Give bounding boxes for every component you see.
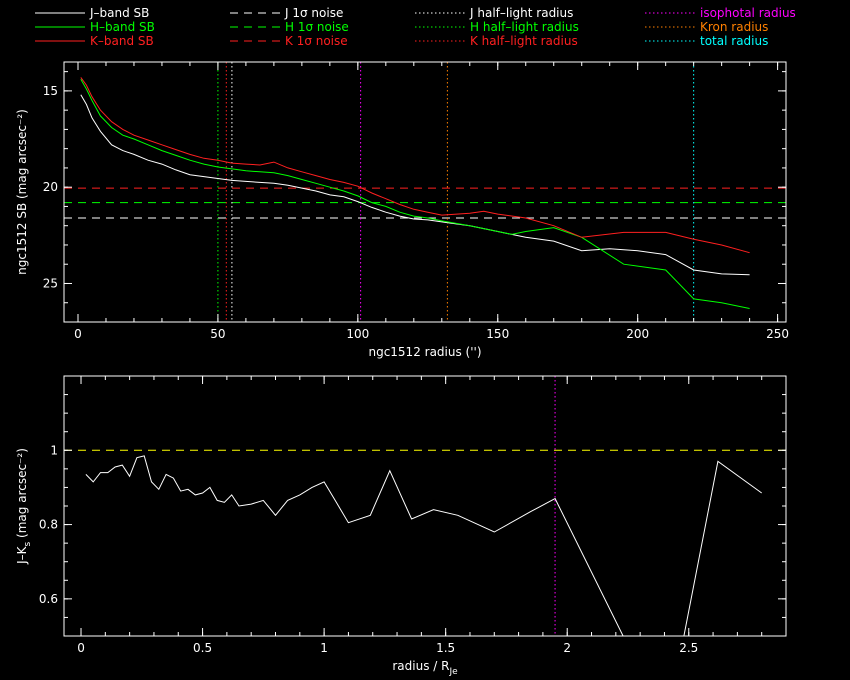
sb-ylabel: ngc1512 SB (mag arcsec⁻²) — [15, 109, 29, 275]
sb-plot-area — [64, 62, 786, 322]
color-profile-panel: 0 0.5 1 1.5 2 2.5 0.6 0.8 1 radius / RJe J–Ks (mag… — [15, 375, 787, 677]
jk-ylabel-suffix: (mag arcsec⁻²) — [15, 448, 29, 542]
legend-label-j-half-light-radius: J half–light radius — [469, 6, 573, 20]
legend-label-kron-radius: Kron radius — [700, 20, 768, 34]
legend-label-j-1-noise: J 1σ noise — [284, 6, 343, 20]
sb-frame — [63, 61, 787, 323]
legend-label-total-radius: total radius — [700, 34, 768, 48]
jk-series-j-k — [85, 455, 762, 636]
sb-series-j-band-sb — [80, 94, 750, 276]
legend-label-h-band-sb: H–band SB — [90, 20, 155, 34]
sb-ytick-label: 20 — [43, 180, 58, 194]
jk-ytick-label: 1 — [50, 443, 58, 457]
jk-xtick-label: 2 — [563, 641, 571, 655]
jk-ylabel-subscript: s — [23, 541, 33, 546]
sb-xtick-label: 0 — [74, 327, 82, 341]
jk-ytick-label: 0.6 — [39, 592, 58, 606]
jk-xtick-label: 1.5 — [436, 641, 455, 655]
jk-xtick-label: 1 — [320, 641, 328, 655]
jk-xlabel: radius / RJe — [392, 659, 458, 677]
jk-ytick-label: 0.8 — [39, 518, 58, 532]
sb-ytick-label: 15 — [43, 84, 58, 98]
sb-xtick-label: 150 — [486, 327, 509, 341]
sb-series-k-band-sb — [80, 77, 750, 254]
surface-brightness-panel: 0 50 100 150 200 250 15 20 25 ngc1512 radius ('')… — [15, 61, 789, 359]
sb-series-h-band-sb — [80, 79, 750, 309]
legend-label-k-1-noise: K 1σ noise — [285, 34, 348, 48]
jk-xtick-label: 0 — [77, 641, 85, 655]
legend-label-j-band-sb: J–band SB — [89, 6, 149, 20]
legend-label-k-band-sb: K–band SB — [90, 34, 154, 48]
jk-xlabel-subscript: Je — [448, 667, 458, 677]
sb-xtick-label: 50 — [210, 327, 225, 341]
jk-xtick-label: 0.5 — [193, 641, 212, 655]
sb-xtick-label: 250 — [766, 327, 789, 341]
sb-ytick-label: 25 — [43, 276, 58, 290]
jk-ylabel: J–Ks (mag arcsec⁻²) — [15, 448, 33, 565]
legend-label-h-half-light-radius: H half–light radius — [470, 20, 579, 34]
legend-label-k-half-light-radius: K half–light radius — [470, 34, 578, 48]
sb-xlabel: ngc1512 radius ('') — [368, 345, 481, 359]
sb-xtick-label: 100 — [346, 327, 369, 341]
sb-xtick-label: 200 — [626, 327, 649, 341]
jk-xtick-label: 2.5 — [679, 641, 698, 655]
legend-label-isophotal-radius: isophotal radius — [700, 6, 796, 20]
legend-label-h-1-noise: H 1σ noise — [285, 20, 349, 34]
